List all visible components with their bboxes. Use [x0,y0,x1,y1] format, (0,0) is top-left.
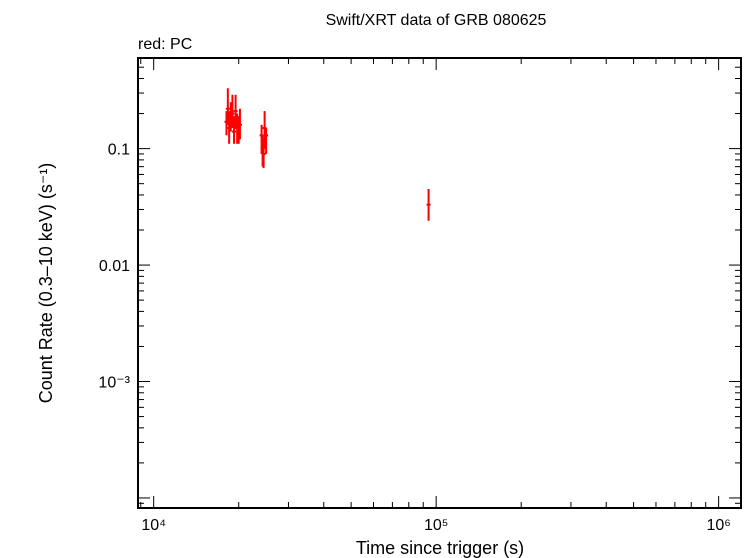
data-point [237,108,242,140]
y-tick-label: 0.01 [99,258,130,275]
y-tick-label: 0.1 [108,142,130,159]
chart-subtitle: red: PC [138,36,192,53]
data-point [225,88,230,125]
x-tick-label: 10⁶ [706,517,730,534]
axis-ticks [138,58,741,508]
x-tick-label: 10⁴ [141,517,166,534]
data-point [233,94,238,129]
data-point [426,188,431,221]
x-axis-label: Time since trigger (s) [356,538,524,558]
data-points [224,88,431,221]
y-tick-label: 10⁻³ [98,375,130,392]
data-point [230,94,235,129]
y-axis-label: Count Rate (0.3–10 keV) (s⁻¹) [36,163,56,404]
x-tick-label: 10⁵ [424,517,448,534]
data-point [264,128,269,154]
data-point [232,116,237,144]
chart-title: Swift/XRT data of GRB 080625 [326,12,547,29]
axis-tick-labels: 10⁴ 10⁵ 10⁶ 0.1 0.01 10⁻³ [98,142,730,534]
